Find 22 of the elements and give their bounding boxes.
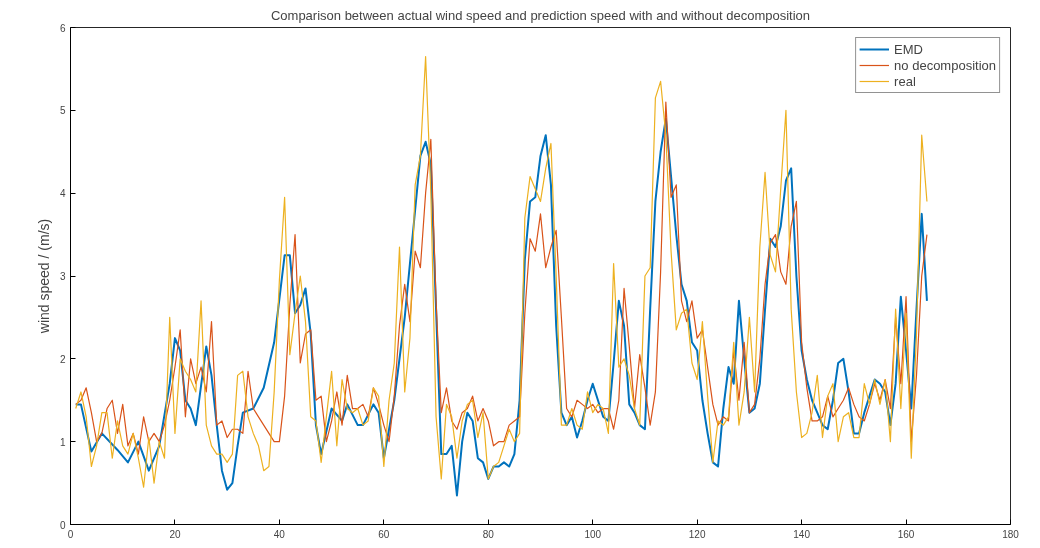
legend-label: no decomposition — [894, 57, 996, 73]
y-tick-label: 4 — [59, 188, 66, 200]
x-tick-label: 40 — [273, 528, 286, 540]
y-axis-title: wind speed / (m/s) — [35, 218, 52, 335]
legend-label: EMD — [894, 41, 923, 57]
y-tick-label: 1 — [59, 436, 66, 448]
legend-label: real — [894, 73, 916, 89]
x-tick-label: 160 — [897, 528, 915, 540]
y-tick-label: 3 — [59, 271, 66, 282]
chart-title: Comparison between actual wind speed and prediction speed with and without decomposition — [270, 7, 811, 23]
x-tick-label: 0 — [67, 528, 74, 540]
x-tick-label: 20 — [169, 528, 181, 540]
x-tick-label: 100 — [584, 528, 602, 540]
x-tick-label: 120 — [688, 528, 706, 540]
x-tick-label: 140 — [793, 528, 811, 540]
x-tick-label: 80 — [482, 528, 495, 540]
x-tick-label: 60 — [378, 528, 390, 540]
y-tick-label: 5 — [59, 105, 66, 117]
x-tick-label: 180 — [1002, 528, 1020, 540]
y-tick-label: 0 — [59, 519, 66, 531]
y-tick-label: 2 — [59, 353, 66, 365]
y-tick-label: 6 — [59, 22, 66, 34]
